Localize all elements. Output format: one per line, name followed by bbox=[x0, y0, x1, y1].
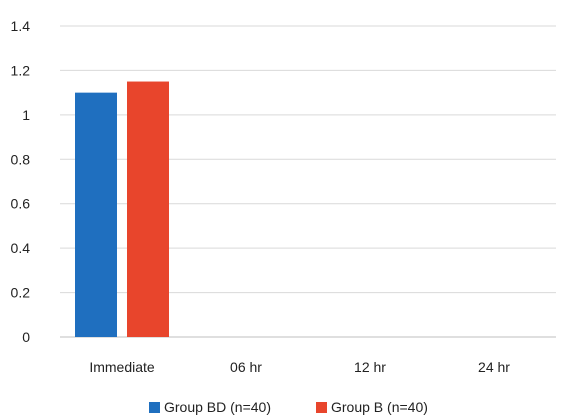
y-tick-label: 0 bbox=[22, 329, 30, 345]
x-axis-ticks: Immediate 06 hr 12 hr 24 hr bbox=[89, 359, 510, 375]
y-axis-ticks: 0 0.2 0.4 0.6 0.8 1 1.2 1.4 bbox=[11, 18, 31, 345]
legend-swatch bbox=[149, 402, 160, 413]
y-tick-label: 1.2 bbox=[11, 62, 31, 78]
x-tick-label: 12 hr bbox=[354, 359, 386, 375]
x-tick-label: 24 hr bbox=[478, 359, 510, 375]
bar-immediate-series-2 bbox=[127, 81, 169, 338]
legend: Group BD (n=40) Group B (n=40) bbox=[149, 399, 428, 415]
legend-label: Group B (n=40) bbox=[331, 399, 428, 415]
x-tick-label: Immediate bbox=[89, 359, 155, 375]
y-tick-label: 0.8 bbox=[11, 151, 31, 167]
bars bbox=[75, 81, 169, 338]
legend-label: Group BD (n=40) bbox=[164, 399, 271, 415]
legend-swatch bbox=[316, 402, 327, 413]
y-tick-label: 0.6 bbox=[11, 196, 31, 212]
y-tick-label: 0.4 bbox=[11, 240, 31, 256]
x-tick-label: 06 hr bbox=[230, 359, 262, 375]
bar-immediate-series-1 bbox=[75, 92, 117, 338]
y-tick-label: 1 bbox=[22, 107, 30, 123]
y-tick-label: 0.2 bbox=[11, 285, 31, 301]
y-tick-label: 1.4 bbox=[11, 18, 31, 34]
